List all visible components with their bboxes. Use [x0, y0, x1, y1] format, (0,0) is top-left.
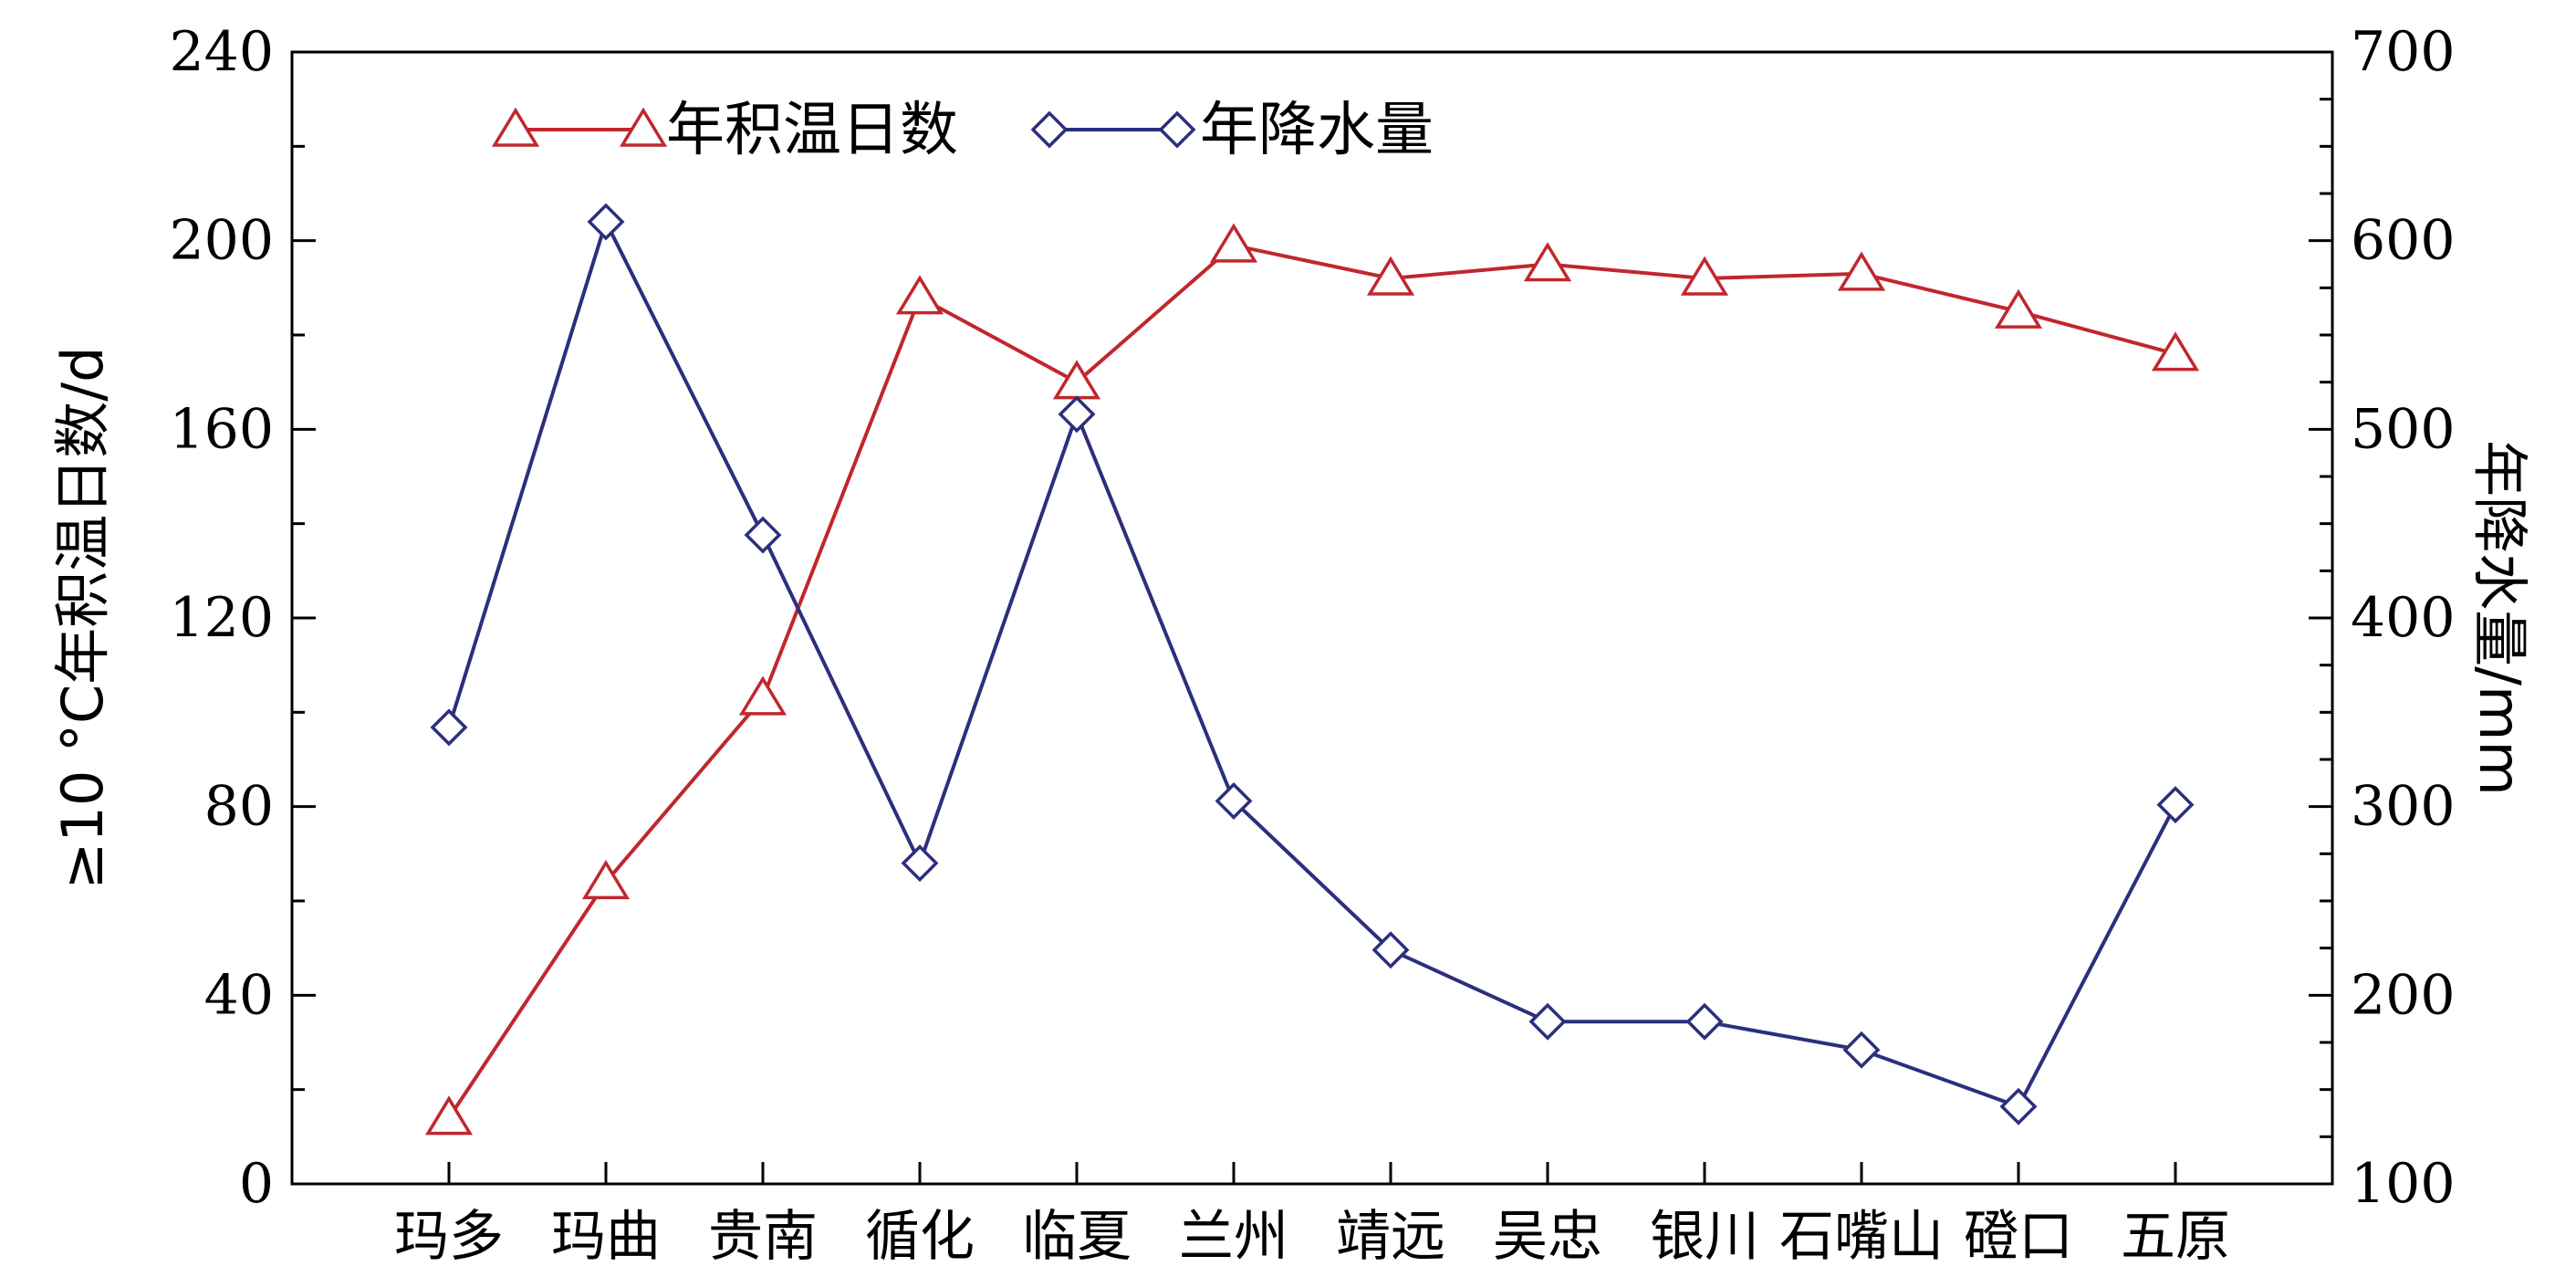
data-point-triangle	[1523, 242, 1572, 282]
axes-layer: 0 40 80 120 160 200 240 100 200 300 400 500 600 700 玛多…	[49, 20, 2533, 1269]
data-point-diamond	[901, 844, 939, 883]
legend: 年积温日数 年降水量	[491, 97, 1434, 164]
x-category-label: 吴忠	[1493, 1205, 1602, 1269]
x-category-label: 靖远	[1336, 1205, 1445, 1269]
x-category-label: 玛曲	[551, 1205, 661, 1269]
left-tick-label: 80	[204, 775, 274, 839]
data-point-diamond	[1999, 1087, 2038, 1125]
legend-item-2: 年降水量	[1030, 97, 1434, 164]
data-point-triangle	[1366, 256, 1415, 296]
right-tick-label: 300	[2351, 775, 2456, 839]
series-line	[447, 243, 2176, 1119]
legend-diamond-marker	[1030, 110, 1069, 149]
x-category-label: 兰州	[1179, 1205, 1288, 1269]
legend-triangle-marker	[619, 107, 668, 147]
data-point-triangle	[581, 859, 631, 900]
x-category-label: 五原	[2121, 1205, 2230, 1269]
left-tick-label: 120	[169, 586, 274, 650]
data-point-triangle	[424, 1095, 474, 1136]
x-category-label: 石嘴山	[1779, 1205, 1944, 1269]
data-point-diamond	[1842, 1031, 1881, 1069]
x-category-label: 玛多	[394, 1205, 504, 1269]
legend-triangle-marker	[491, 107, 540, 147]
data-point-triangle	[895, 275, 944, 315]
series-1	[424, 223, 2200, 1136]
right-tick-label: 700	[2351, 20, 2456, 84]
right-tick-label: 400	[2351, 586, 2456, 650]
x-category-label: 磴口	[1964, 1205, 2073, 1269]
left-tick-label: 200	[169, 209, 274, 273]
x-category-label: 临夏	[1022, 1205, 1132, 1269]
data-point-diamond	[1215, 781, 1253, 820]
left-tick-label: 0	[239, 1152, 274, 1216]
data-point-triangle	[1994, 288, 2043, 329]
right-axis-title: 年降水量/mm	[2466, 440, 2533, 796]
data-point-diamond	[587, 203, 625, 241]
x-category-label: 循化	[865, 1205, 975, 1269]
legend-diamond-marker	[1158, 110, 1196, 149]
data-point-triangle	[2151, 331, 2200, 372]
data-point-diamond	[430, 708, 468, 747]
x-category-label: 银川	[1650, 1205, 1759, 1269]
data-point-triangle	[738, 675, 787, 716]
data-point-diamond	[744, 516, 782, 554]
legend-label: 年降水量	[1200, 97, 1434, 164]
right-tick-label: 500	[2351, 397, 2456, 461]
series-2	[430, 203, 2195, 1125]
left-axis-title: ≥10 °C年积温日数/d	[49, 346, 116, 889]
series-line	[447, 216, 2177, 1109]
legend-label: 年积温日数	[666, 97, 958, 164]
series-layer	[424, 203, 2200, 1136]
right-tick-label: 600	[2351, 209, 2456, 273]
left-tick-label: 40	[204, 963, 274, 1027]
data-point-triangle	[1209, 223, 1258, 263]
data-point-diamond	[1685, 1002, 1724, 1041]
x-category-label: 贵南	[708, 1205, 818, 1269]
data-point-diamond	[1528, 1002, 1567, 1041]
data-point-triangle	[1837, 251, 1886, 291]
data-point-diamond	[1058, 395, 1096, 434]
right-tick-label: 200	[2351, 963, 2456, 1027]
left-tick-label: 240	[169, 20, 274, 84]
left-tick-label: 160	[169, 397, 274, 461]
data-point-diamond	[1371, 931, 1410, 969]
legend-item-1: 年积温日数	[491, 97, 958, 164]
right-tick-label: 100	[2351, 1152, 2456, 1216]
data-point-diamond	[2156, 786, 2195, 824]
data-point-triangle	[1680, 256, 1729, 296]
